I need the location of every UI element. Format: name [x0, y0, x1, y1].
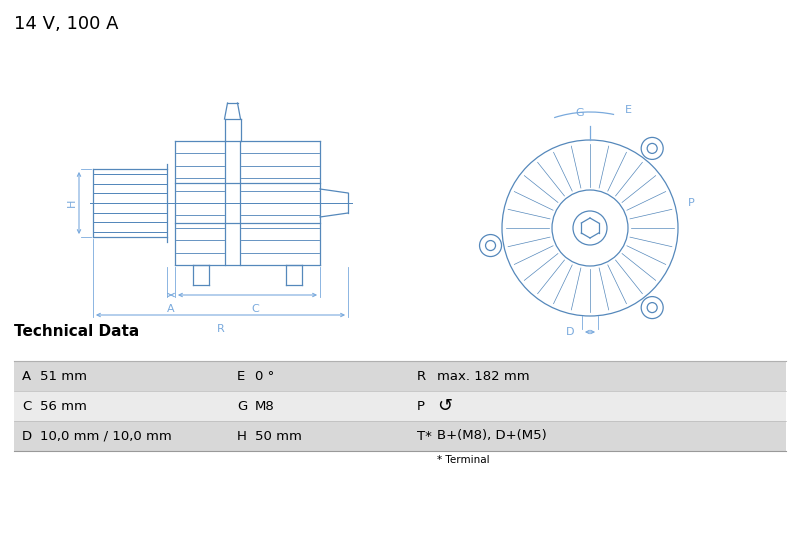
Text: H: H: [237, 430, 247, 442]
Text: Technical Data: Technical Data: [14, 324, 139, 339]
Text: E: E: [237, 369, 246, 383]
Text: D: D: [566, 327, 574, 337]
Text: C: C: [22, 400, 31, 413]
Text: * Terminal: * Terminal: [437, 455, 490, 465]
Text: max. 182 mm: max. 182 mm: [437, 369, 530, 383]
Text: 0 °: 0 °: [255, 369, 274, 383]
Bar: [14, 361, 786, 391]
Text: 56 mm: 56 mm: [40, 400, 87, 413]
Text: H: H: [67, 199, 77, 207]
Text: P: P: [417, 400, 425, 413]
Text: 10,0 mm / 10,0 mm: 10,0 mm / 10,0 mm: [40, 430, 172, 442]
Text: 14 V, 100 A: 14 V, 100 A: [14, 15, 118, 33]
Text: 51 mm: 51 mm: [40, 369, 87, 383]
Text: G: G: [237, 400, 247, 413]
Bar: [14, 391, 786, 421]
Text: R: R: [217, 324, 224, 334]
Text: D: D: [22, 430, 32, 442]
Text: A: A: [167, 304, 175, 314]
Text: E: E: [625, 105, 632, 115]
Text: B+(M8), D+(M5): B+(M8), D+(M5): [437, 430, 546, 442]
Text: T*: T*: [417, 430, 432, 442]
Text: M8: M8: [255, 400, 274, 413]
Text: C: C: [252, 304, 259, 314]
Bar: [14, 421, 786, 451]
Text: ↺: ↺: [437, 397, 452, 415]
Text: A: A: [22, 369, 31, 383]
Text: P: P: [688, 198, 694, 208]
Text: 50 mm: 50 mm: [255, 430, 302, 442]
Text: G: G: [576, 108, 584, 118]
Text: R: R: [417, 369, 426, 383]
